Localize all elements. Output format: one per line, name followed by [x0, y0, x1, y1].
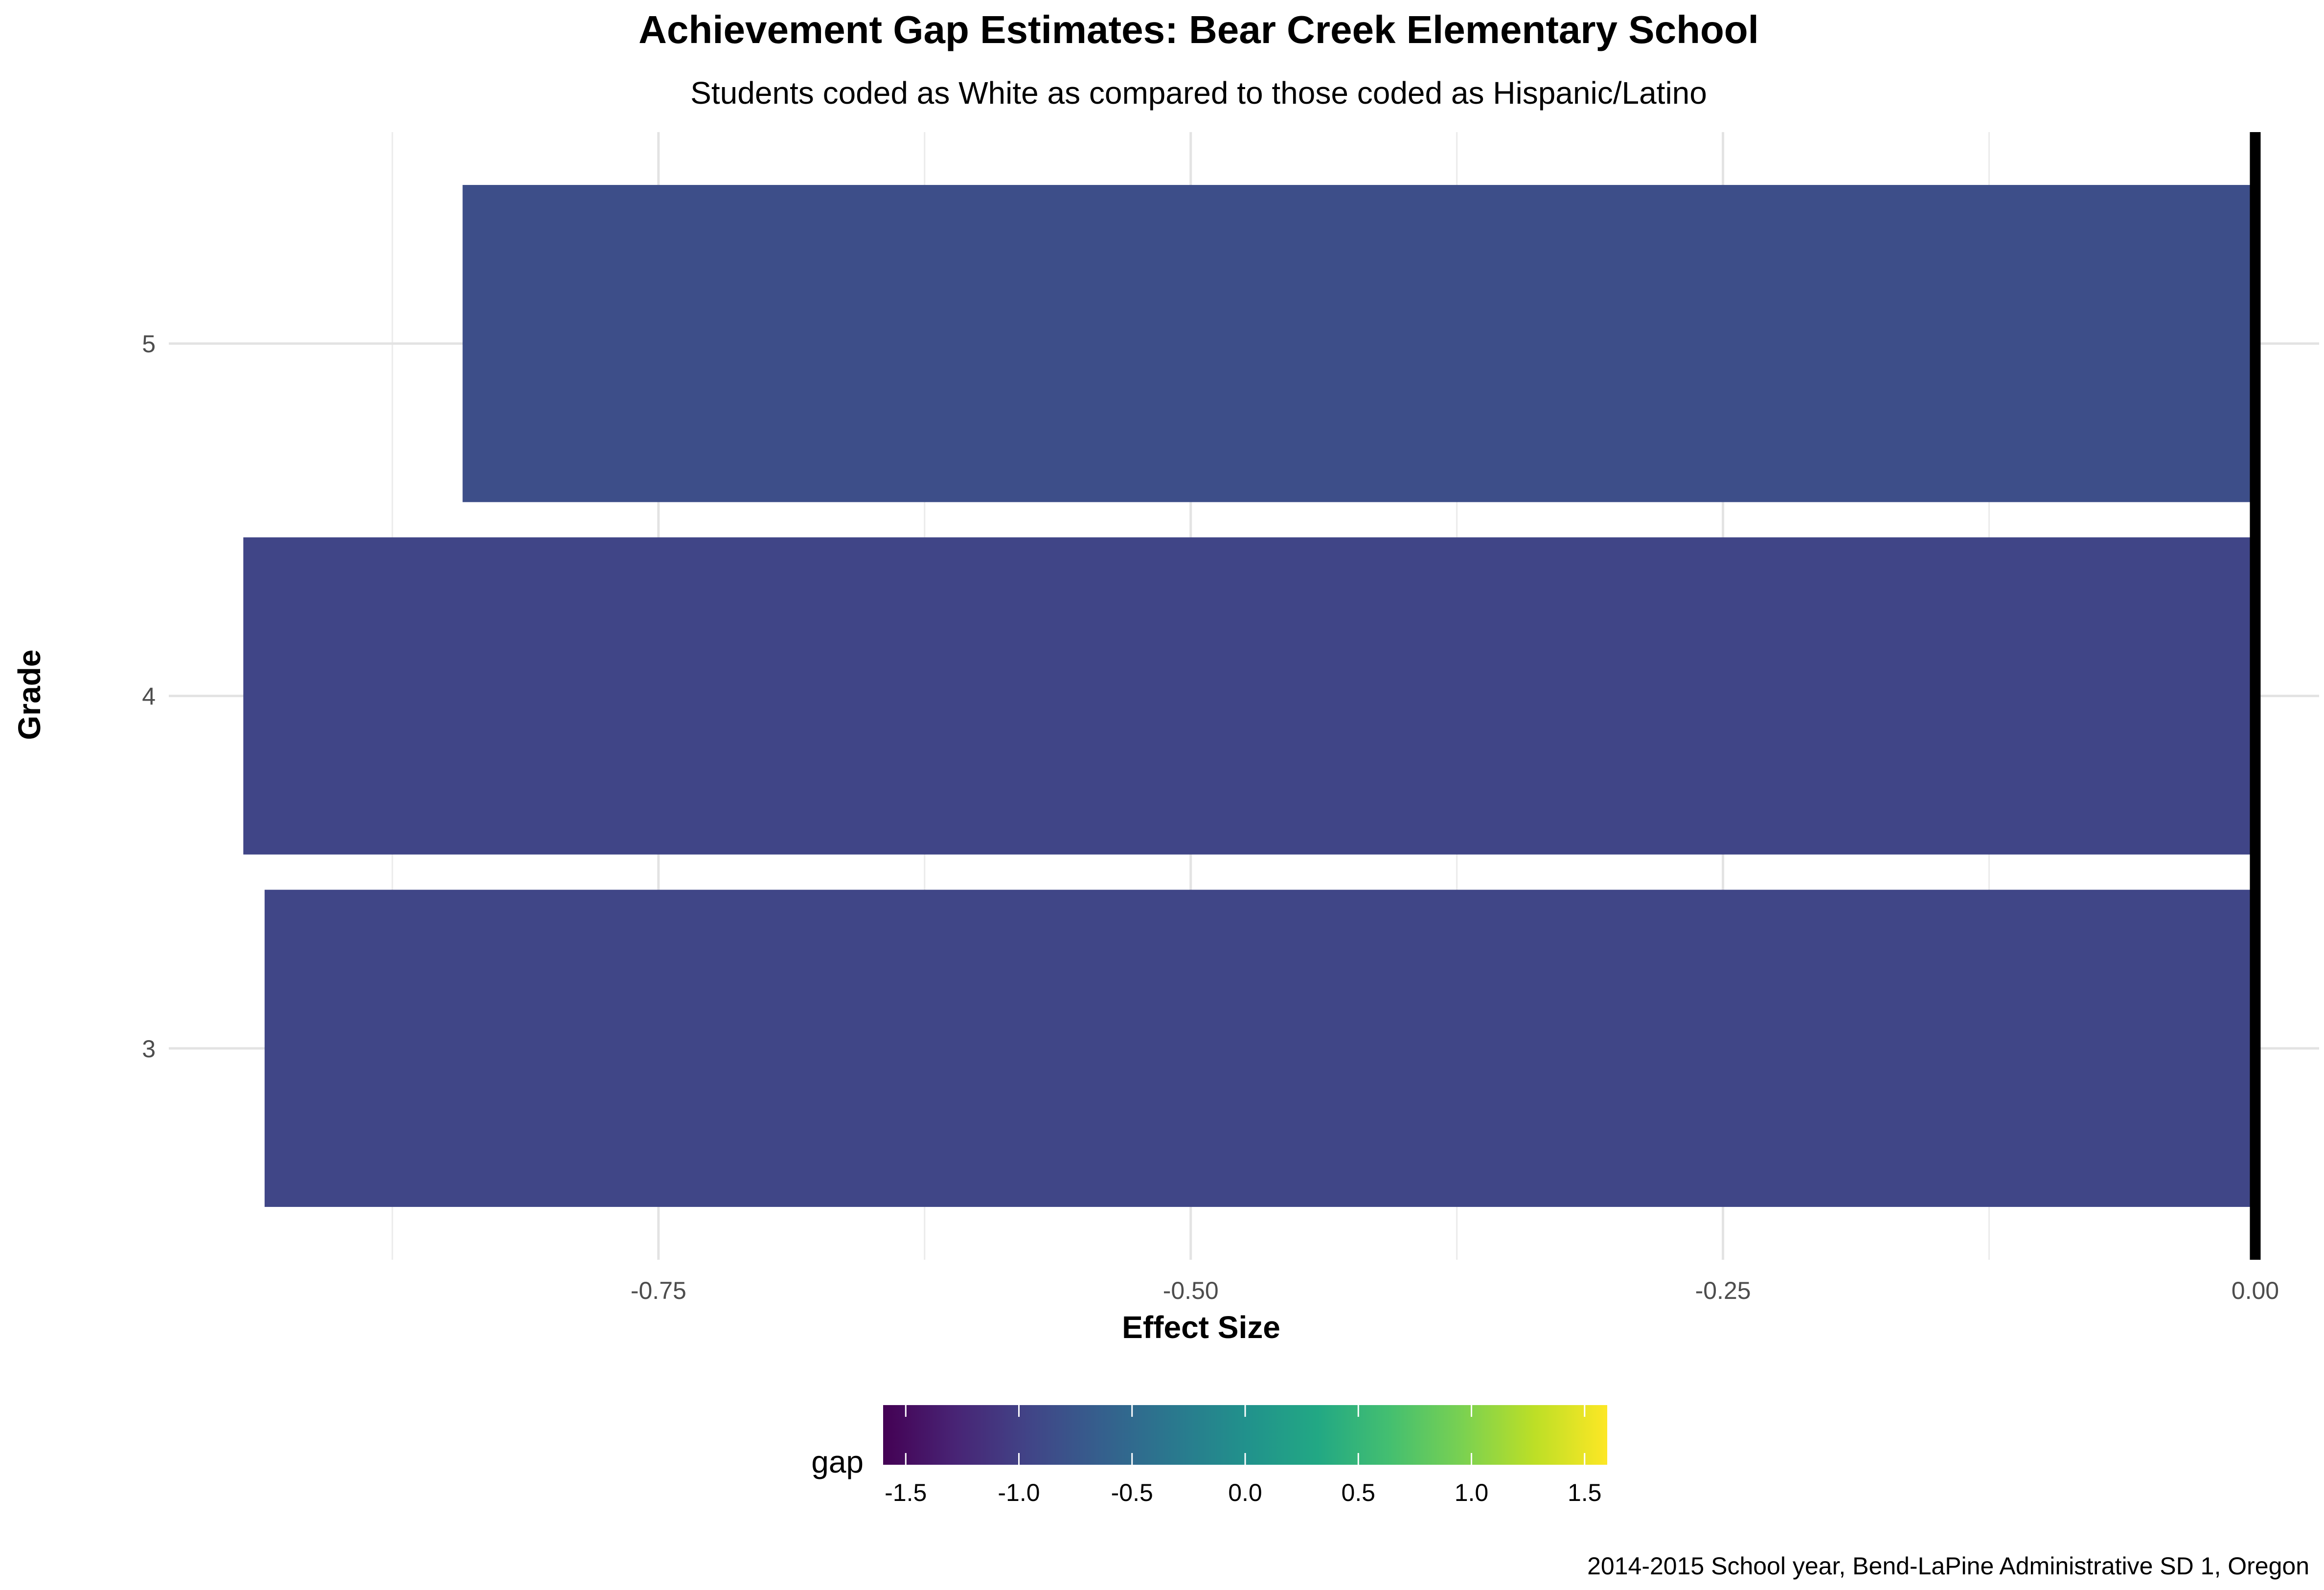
x-tick-label: -0.25: [1695, 1277, 1751, 1304]
colorbar-tick-label: 1.5: [1568, 1479, 1602, 1506]
colorbar-tick-label: -1.0: [998, 1479, 1040, 1506]
bar-grade-4: [243, 537, 2256, 855]
x-tick-label: -0.50: [1163, 1277, 1219, 1304]
y-axis-title: Grade: [12, 650, 47, 740]
x-tick-label: -0.75: [631, 1277, 686, 1304]
bar-grade-3: [264, 889, 2256, 1207]
bar-grade-5: [462, 185, 2256, 502]
legend: gap -1.5 -1.0 -0.5 0.0 0.5 1.0 1.5: [811, 1405, 1607, 1506]
chart-title: Achievement Gap Estimates: Bear Creek El…: [638, 8, 1759, 51]
y-tick-label: 3: [142, 1035, 156, 1063]
colorbar-tick-label: 1.0: [1455, 1479, 1489, 1506]
y-tick-labels: 3 4 5: [142, 330, 156, 1063]
colorbar-ticks: -1.5 -1.0 -0.5 0.0 0.5 1.0 1.5: [885, 1405, 1602, 1506]
bars: [243, 185, 2256, 1207]
x-tick-labels: -0.75 -0.50 -0.25 0.00: [631, 1277, 2279, 1304]
y-tick-label: 4: [142, 683, 156, 710]
colorbar-tick-label: 0.0: [1228, 1479, 1262, 1506]
y-tick-label: 5: [142, 330, 156, 358]
chart-subtitle: Students coded as White as compared to t…: [690, 75, 1707, 111]
colorbar-tick-label: 0.5: [1341, 1479, 1375, 1506]
colorbar-tick-label: -0.5: [1111, 1479, 1153, 1506]
legend-title: gap: [811, 1444, 864, 1479]
x-tick-label: 0.00: [2232, 1277, 2279, 1304]
caption: 2014-2015 School year, Bend-LaPine Admin…: [1587, 1552, 2309, 1580]
x-axis-title: Effect Size: [1122, 1310, 1280, 1345]
colorbar-tick-label: -1.5: [885, 1479, 927, 1506]
